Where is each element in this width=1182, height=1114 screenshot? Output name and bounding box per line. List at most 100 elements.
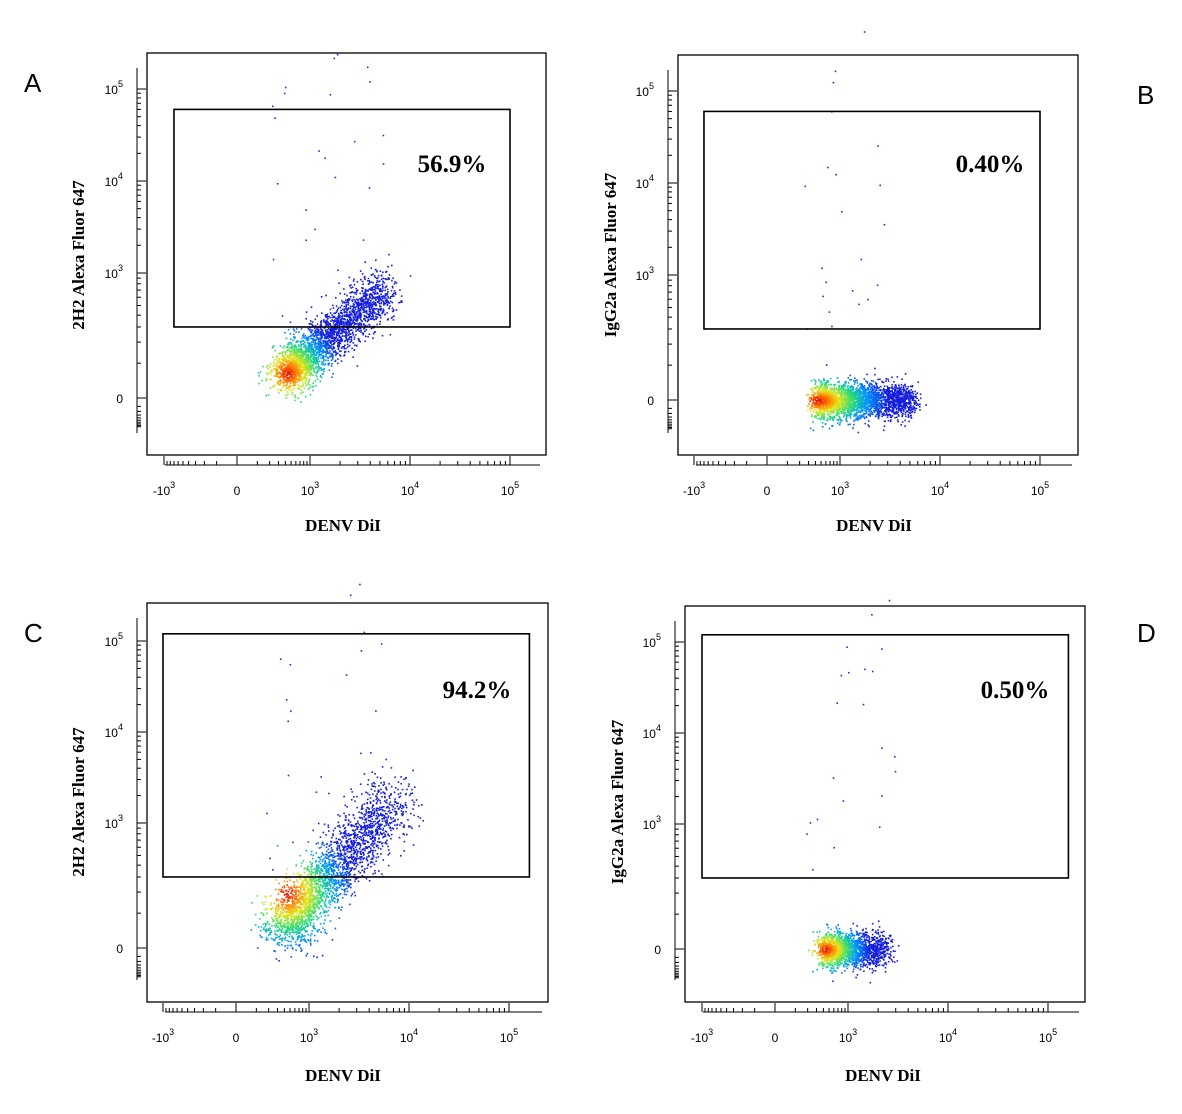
- event-dot: [900, 409, 902, 411]
- event-dot: [294, 350, 296, 352]
- event-dot: [871, 399, 873, 402]
- event-dot: [296, 364, 299, 367]
- event-dot: [873, 411, 876, 413]
- event-dot: [273, 384, 276, 386]
- event-dot: [859, 416, 862, 418]
- event-dot: [339, 306, 342, 309]
- event-dot: [852, 402, 855, 405]
- event-dot: [876, 404, 879, 406]
- event-dot: [893, 411, 896, 414]
- event-dot: [876, 401, 878, 404]
- event-dot: [309, 359, 312, 361]
- event-dot: [892, 394, 895, 397]
- event-dot: [318, 150, 320, 152]
- event-dot: [347, 307, 350, 309]
- event-dot: [380, 295, 383, 298]
- event-dot: [380, 278, 383, 281]
- event-dot: [299, 351, 301, 353]
- event-dot: [298, 360, 300, 363]
- event-dot: [368, 281, 371, 284]
- event-dot: [312, 385, 314, 388]
- event-dot: [883, 429, 885, 432]
- event-dot: [874, 403, 877, 405]
- event-dot: [283, 92, 286, 95]
- event-dot: [325, 316, 328, 319]
- event-dot: [820, 401, 822, 404]
- event-dot: [309, 320, 312, 322]
- event-dot: [288, 365, 291, 368]
- event-dot: [273, 375, 276, 377]
- event-dot: [357, 298, 359, 301]
- event-dot: [811, 389, 814, 392]
- event-dot: [825, 383, 828, 385]
- event-dot: [857, 384, 859, 387]
- event-dot: [320, 345, 322, 348]
- event-dot: [357, 309, 359, 312]
- event-dot: [285, 337, 288, 340]
- event-dot: [898, 399, 900, 402]
- event-dot: [294, 344, 296, 346]
- event-dot: [278, 364, 281, 367]
- event-dot: [365, 328, 368, 331]
- event-dot: [304, 352, 306, 355]
- event-dot: [320, 344, 322, 346]
- event-dot: [372, 337, 374, 339]
- event-dot: [852, 406, 854, 408]
- event-dot: [854, 377, 856, 380]
- event-dot: [307, 339, 310, 341]
- event-dot: [294, 356, 296, 358]
- event-dot: [823, 398, 825, 400]
- event-dot: [823, 407, 825, 410]
- event-dot: [336, 327, 339, 330]
- event-dot: [882, 381, 885, 384]
- event-dot: [323, 364, 326, 366]
- event-dot: [368, 302, 371, 305]
- event-dot: [827, 413, 829, 416]
- event-dot: [300, 351, 303, 354]
- event-dot: [321, 333, 324, 335]
- event-dot: [361, 305, 363, 307]
- event-dot: [860, 397, 862, 400]
- event-dot: [287, 355, 289, 357]
- event-dot: [376, 296, 379, 298]
- event-dot: [887, 398, 890, 400]
- event-dot: [369, 309, 371, 311]
- event-dot: [349, 285, 351, 287]
- event-dot: [840, 410, 843, 413]
- event-dot: [327, 333, 329, 335]
- event-dot: [350, 319, 353, 321]
- event-dot: [343, 288, 345, 290]
- event-dot: [305, 395, 307, 398]
- event-dot: [353, 278, 355, 281]
- event-dot: [302, 354, 304, 357]
- event-dot: [337, 347, 340, 349]
- event-dot: [291, 368, 294, 370]
- event-dot: [297, 397, 299, 399]
- event-dot: [333, 342, 336, 344]
- event-dot: [318, 328, 320, 331]
- event-dot: [313, 335, 315, 337]
- event-dot: [367, 280, 369, 282]
- event-dot: [339, 292, 341, 295]
- event-dot: [284, 389, 287, 391]
- event-dot: [288, 367, 291, 369]
- event-dot: [324, 320, 326, 323]
- event-dot: [356, 365, 359, 367]
- event-dot: [277, 376, 279, 378]
- event-dot: [376, 286, 379, 288]
- event-dot: [866, 382, 869, 384]
- event-dot: [835, 392, 837, 395]
- event-dot: [850, 386, 853, 389]
- event-dot: [285, 381, 287, 383]
- event-dot: [301, 349, 303, 351]
- event-dot: [857, 393, 860, 396]
- event-dot: [889, 414, 891, 417]
- event-dot: [365, 298, 368, 300]
- event-dot: [379, 314, 382, 317]
- event-dot: [891, 402, 894, 405]
- event-dot: [895, 403, 897, 406]
- gate-rectangle: [173, 108, 511, 328]
- event-dot: [384, 286, 387, 289]
- event-dot: [307, 345, 310, 347]
- event-dot: [303, 333, 305, 335]
